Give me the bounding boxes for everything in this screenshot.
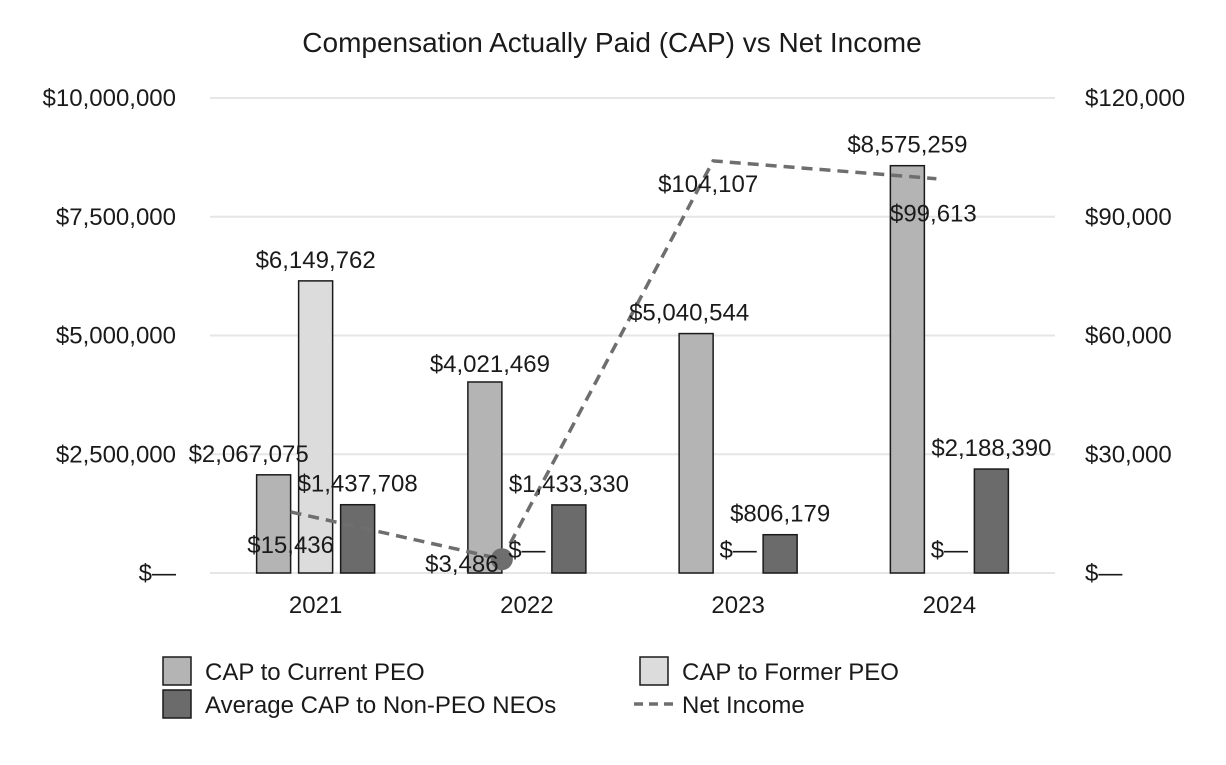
right-axis-tick-label: $90,000: [1085, 204, 1172, 231]
bar-zero-label: $—: [719, 537, 756, 564]
bar-average-cap-to-non-peo-neos: [762, 533, 798, 574]
bar-data-label: $1,433,330: [509, 471, 629, 498]
left-axis-tick-label: $—: [139, 560, 176, 587]
left-axis-tick-label: $2,500,000: [56, 441, 176, 468]
bar-data-label: $806,179: [730, 501, 830, 528]
legend-label: CAP to Former PEO: [682, 659, 899, 686]
legend-label: Average CAP to Non-PEO NEOs: [205, 692, 556, 719]
line-data-label: $15,436: [247, 532, 334, 559]
net-income-line: [290, 159, 937, 562]
right-axis-tick-label: $30,000: [1085, 441, 1172, 468]
line-data-label: $3,486: [425, 551, 498, 578]
x-axis-tick-label: 2024: [923, 592, 976, 619]
bar-data-label: $4,021,469: [430, 351, 550, 378]
net-income-point: [490, 548, 513, 571]
bar-data-label: $5,040,544: [629, 300, 749, 327]
line-data-label: $104,107: [658, 171, 758, 198]
bar-cap-to-current-peo: [889, 164, 926, 574]
bar-data-label: $1,437,708: [298, 471, 418, 498]
bar-average-cap-to-non-peo-neos: [551, 504, 587, 574]
left-axis-tick-label: $5,000,000: [56, 323, 176, 350]
x-axis-tick-label: 2022: [500, 592, 553, 619]
bar-average-cap-to-non-peo-neos: [339, 503, 376, 574]
bar-cap-to-former-peo: [297, 280, 334, 574]
legend-label: CAP to Current PEO: [205, 659, 425, 686]
left-axis-tick-label: $7,500,000: [56, 204, 176, 231]
bar-cap-to-current-peo: [678, 332, 714, 574]
bar-average-cap-to-non-peo-neos: [973, 468, 1010, 574]
bar-data-label: $2,067,075: [189, 441, 309, 468]
bar-data-label: $6,149,762: [256, 247, 376, 274]
bar-data-label: $8,575,259: [847, 132, 967, 159]
line-data-label: $99,613: [890, 201, 977, 228]
bar-cap-to-current-peo: [255, 474, 292, 574]
x-axis-tick-label: 2023: [711, 592, 764, 619]
x-axis-tick-label: 2021: [289, 592, 342, 619]
right-axis-tick-label: $60,000: [1085, 323, 1172, 350]
legend-swatch: [162, 656, 192, 686]
left-axis-tick-label: $10,000,000: [43, 85, 176, 112]
right-axis-tick-label: $—: [1085, 560, 1122, 587]
bar-cap-to-current-peo: [467, 381, 503, 574]
legend-label: Net Income: [682, 692, 805, 719]
legend-swatch: [162, 689, 192, 719]
bar-zero-label: $—: [931, 537, 968, 564]
bar-zero-label: $—: [508, 537, 545, 564]
right-axis-tick-label: $120,000: [1085, 85, 1185, 112]
chart-title: Compensation Actually Paid (CAP) vs Net …: [302, 27, 921, 58]
legend-swatch: [639, 656, 669, 686]
bar-data-label: $2,188,390: [931, 435, 1051, 462]
